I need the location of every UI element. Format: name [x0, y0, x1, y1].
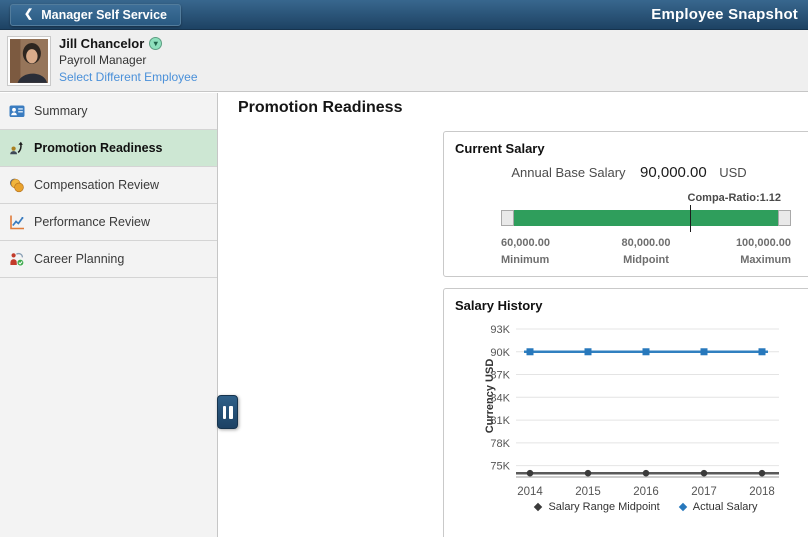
- sidebar-item-label: Summary: [34, 104, 88, 118]
- content-heading: Promotion Readiness: [238, 99, 403, 116]
- sidebar-item-label: Performance Review: [34, 215, 151, 229]
- person-check-icon: [9, 251, 25, 267]
- annual-base-salary-label: Annual Base Salary: [511, 165, 626, 180]
- employee-photo: [8, 37, 50, 85]
- select-different-employee-link[interactable]: Select Different Employee: [59, 70, 198, 84]
- person-up-arrow-icon: [9, 140, 25, 156]
- line-chart-icon: [9, 214, 25, 230]
- svg-text:2014: 2014: [517, 486, 543, 498]
- employee-name-text: Jill Chancelor: [59, 36, 145, 51]
- coins-icon: [9, 177, 25, 193]
- employee-info: Jill Chancelor ▾ Payroll Manager Select …: [59, 36, 198, 84]
- page-title: Employee Snapshot: [651, 6, 798, 23]
- maximum-value: 100,000.00: [735, 237, 791, 249]
- compa-ratio-marker: [689, 205, 691, 232]
- svg-text:78K: 78K: [490, 438, 510, 450]
- minimum-label: Minimum: [501, 254, 550, 266]
- range-midpoint: 80,000.00 Midpoint: [622, 237, 671, 271]
- sidebar-item-career-planning[interactable]: Career Planning: [0, 241, 217, 278]
- salary-history-title: Salary History: [455, 298, 543, 313]
- current-salary-title: Current Salary: [455, 141, 545, 156]
- chevron-left-icon: ❮: [24, 7, 34, 20]
- svg-text:2017: 2017: [691, 486, 717, 498]
- legend-item-midpoint: Salary Range Midpoint: [534, 501, 660, 513]
- employee-role: Payroll Manager: [59, 53, 147, 67]
- compa-ratio-label: Compa-Ratio:1.12: [687, 192, 782, 204]
- employee-name: Jill Chancelor ▾: [59, 36, 198, 51]
- sidebar-item-promotion-readiness[interactable]: Promotion Readiness: [0, 130, 217, 167]
- back-button-label: Manager Self Service: [41, 7, 167, 22]
- employee-photo-image: [10, 39, 48, 83]
- midpoint-label: Midpoint: [623, 254, 669, 266]
- employee-header: Jill Chancelor ▾ Payroll Manager Select …: [0, 30, 808, 92]
- legend-item-actual: Actual Salary: [678, 501, 758, 513]
- midpoint-legend-marker-icon: [534, 502, 543, 512]
- pause-icon: [229, 405, 233, 419]
- svg-text:93K: 93K: [490, 324, 510, 336]
- annual-base-salary-currency: USD: [719, 165, 747, 180]
- maximum-label: Maximum: [740, 254, 791, 266]
- svg-text:75K: 75K: [490, 461, 510, 473]
- salary-range-bar: Compa-Ratio:1.12: [501, 192, 791, 232]
- svg-text:84K: 84K: [490, 392, 510, 404]
- svg-text:2016: 2016: [633, 486, 659, 498]
- legend-label: Salary Range Midpoint: [548, 501, 660, 513]
- sidebar-item-performance-review[interactable]: Performance Review: [0, 204, 217, 241]
- midpoint-value: 80,000.00: [621, 237, 671, 249]
- svg-text:90K: 90K: [490, 347, 510, 359]
- range-bar-right-cap: [778, 210, 791, 226]
- svg-text:87K: 87K: [490, 370, 510, 382]
- sidebar-item-label: Promotion Readiness: [34, 141, 163, 155]
- current-salary-card: Current Salary Annual Base Salary 90,000…: [443, 131, 808, 277]
- back-button[interactable]: ❮ Manager Self Service: [10, 3, 181, 26]
- range-maximum: 100,000.00 Maximum: [736, 237, 791, 271]
- svg-text:2018: 2018: [749, 486, 775, 498]
- salary-range-labels: 60,000.00 Minimum 80,000.00 Midpoint 100…: [501, 237, 791, 271]
- sidebar-collapse-handle[interactable]: [217, 395, 238, 429]
- salary-history-chart: 93K 90K 87K 84K 81K 78K 75K 2014 2015 2016 2017 201…: [490, 324, 779, 498]
- annual-base-salary-value: 90,000.00: [640, 164, 707, 181]
- sidebar-item-label: Compensation Review: [34, 178, 160, 192]
- range-bar-green-fill: [514, 210, 778, 226]
- salary-history-card: Salary History Currency USD 93K 90K 87K 84K…: [443, 288, 808, 537]
- svg-text:81K: 81K: [490, 415, 510, 427]
- actual-salary-legend-marker-icon: [678, 502, 687, 512]
- minimum-value: 60,000.00: [501, 237, 550, 249]
- top-bar: ❮ Manager Self Service Employee Snapshot: [0, 0, 808, 30]
- sidebar-item-summary[interactable]: Summary: [0, 93, 217, 130]
- annual-base-salary-line: Annual Base Salary 90,000.00 USD: [454, 164, 804, 182]
- svg-text:2015: 2015: [575, 486, 601, 498]
- id-card-icon: [9, 103, 25, 119]
- sidebar-item-label: Career Planning: [34, 252, 125, 266]
- sidebar-item-compensation-review[interactable]: Compensation Review: [0, 167, 217, 204]
- pause-icon: [222, 405, 226, 419]
- sidebar-nav: Summary Promotion Readiness Compensation…: [0, 93, 218, 537]
- range-minimum: 60,000.00 Minimum: [501, 237, 550, 271]
- range-bar-left-cap: [501, 210, 514, 226]
- legend-label: Actual Salary: [692, 501, 758, 513]
- chart-legend: Salary Range Midpoint Actual Salary: [484, 501, 808, 513]
- chevron-down-icon[interactable]: ▾: [149, 37, 163, 50]
